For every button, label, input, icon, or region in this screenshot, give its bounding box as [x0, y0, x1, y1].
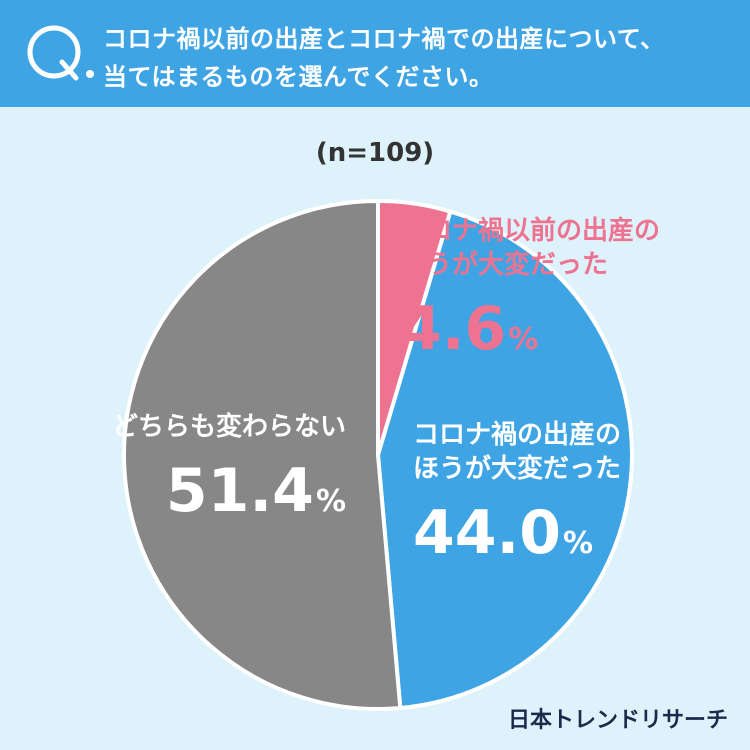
slice-value: 44.0% [413, 500, 621, 577]
pie-slice-1 [376, 209, 634, 711]
slice-label-line-2: ほうが大変だった [413, 454, 622, 484]
brand-logo: 日本トレンドリサーチ [507, 708, 728, 733]
slice-label-before-covid: コロナ禍以前の出産の ほうが大変だった 4.6% [400, 214, 660, 373]
slice-label-line-1: コロナ禍以前の出産の [400, 216, 661, 246]
question-line-2: 当てはまるものを選んでください。 [103, 63, 494, 91]
slice-label-during-covid: コロナ禍の出産の ほうが大変だった 44.0% [413, 418, 621, 577]
slice-label-line-2: ほうが大変だった [400, 250, 609, 280]
slice-label-no-difference: どちらも変わらない 51.4% [100, 410, 346, 535]
value-unit: % [563, 526, 594, 561]
question-line-1: コロナ禍以前の出産とコロナ禍での出産について、 [103, 25, 665, 53]
slice-value: 51.4% [100, 458, 346, 535]
question-header: コロナ禍以前の出産とコロナ禍での出産について、 当てはまるものを選んでください。 [0, 0, 750, 107]
slice-value: 4.6% [400, 296, 660, 373]
sample-size: (n=109) [315, 138, 435, 168]
value-number: 44.0 [413, 498, 562, 568]
slice-label-line-1: コロナ禍の出産の [413, 420, 622, 450]
value-number: 4.6 [400, 294, 507, 364]
pie-slice-2 [122, 199, 403, 711]
question-text: コロナ禍以前の出産とコロナ禍での出産について、 当てはまるものを選んでください。 [103, 20, 743, 96]
value-unit: % [315, 484, 346, 519]
value-unit: % [508, 322, 539, 357]
slice-label-line-1: どちらも変わらない [111, 412, 346, 442]
q-icon [27, 25, 94, 81]
value-number: 51.4 [165, 456, 314, 526]
